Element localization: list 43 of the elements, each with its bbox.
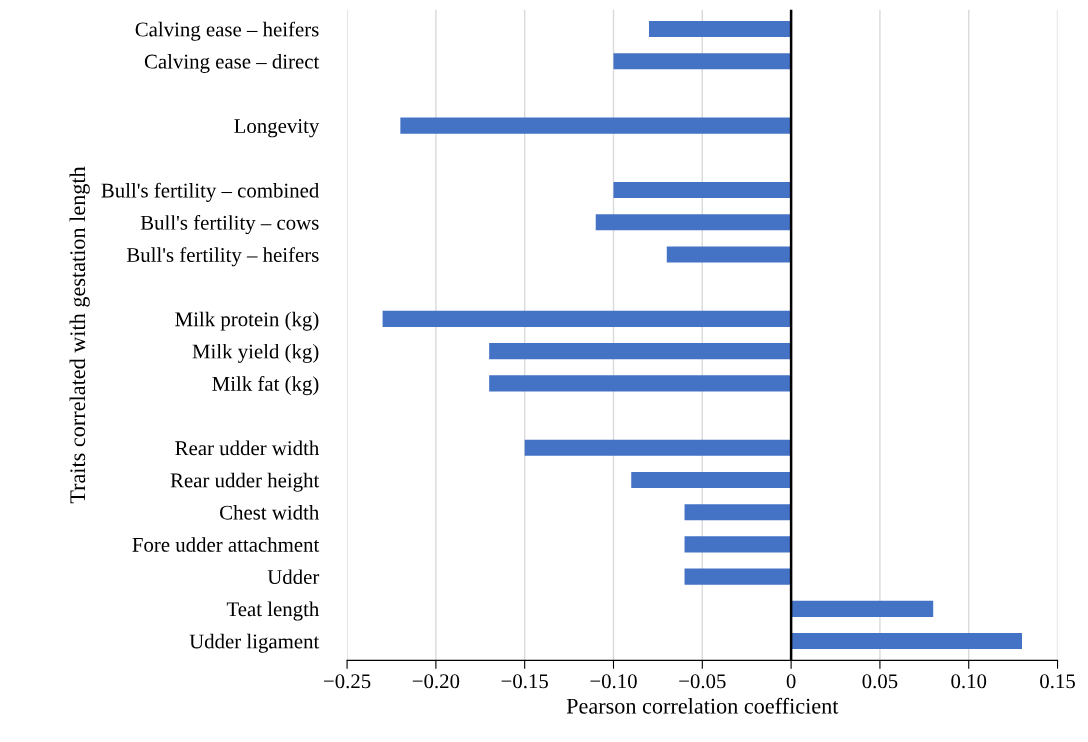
x-tick-label: 0	[786, 674, 796, 689]
y-axis-title: Traits correlated with gestation length	[69, 166, 90, 504]
y-tick-label: Milk protein (kg)	[175, 311, 319, 331]
bar	[489, 375, 792, 392]
y-tick-label: Calving ease – direct	[144, 53, 320, 73]
bar	[649, 20, 792, 38]
y-tick-label: Bull's fertility – combined	[101, 182, 320, 202]
bar	[684, 504, 792, 521]
x-tick-label: −0.05	[679, 674, 726, 689]
y-tick-label: Bull's fertility – heifers	[126, 247, 319, 267]
bar	[524, 439, 792, 456]
bar	[666, 246, 792, 263]
bar	[613, 53, 792, 70]
y-tick-label: Rear udder width	[175, 440, 320, 456]
bar	[791, 633, 1023, 650]
y-tick-label: Chest width	[220, 504, 320, 520]
bar	[400, 117, 792, 134]
y-tick-label: Udder	[267, 569, 320, 585]
bar	[489, 343, 792, 360]
x-tick-label: 0.10	[951, 674, 987, 689]
bar	[791, 600, 934, 617]
y-tick-label: Rear udder height	[170, 472, 320, 492]
x-tick-label: −0.10	[590, 674, 637, 689]
x-tick-label: −0.25	[324, 674, 371, 689]
bar	[595, 214, 792, 231]
y-tick-label: Milk yield (kg)	[192, 343, 319, 363]
x-axis-title: Pearson correlation coefficient	[566, 697, 839, 714]
y-tick-label: Udder ligament	[189, 633, 320, 653]
y-tick-label: Milk fat (kg)	[212, 376, 319, 396]
y-tick-label: Bull's fertility – cows	[140, 214, 319, 235]
x-tick-label: −0.20	[412, 674, 460, 689]
bar	[631, 471, 792, 489]
y-tick-label: Fore udder attachment	[132, 537, 320, 552]
bar	[684, 568, 792, 585]
x-tick-label: −0.15	[501, 674, 548, 689]
y-tick-label: Teat length	[226, 601, 320, 621]
x-tick-label: 0.15	[1040, 674, 1075, 689]
y-tick-label: Longevity	[234, 119, 320, 138]
x-tick-label: 0.05	[862, 674, 898, 689]
bar	[613, 181, 792, 199]
bar	[382, 310, 792, 327]
bar	[684, 536, 792, 553]
y-tick-label: Calving ease – heifers	[135, 21, 319, 41]
